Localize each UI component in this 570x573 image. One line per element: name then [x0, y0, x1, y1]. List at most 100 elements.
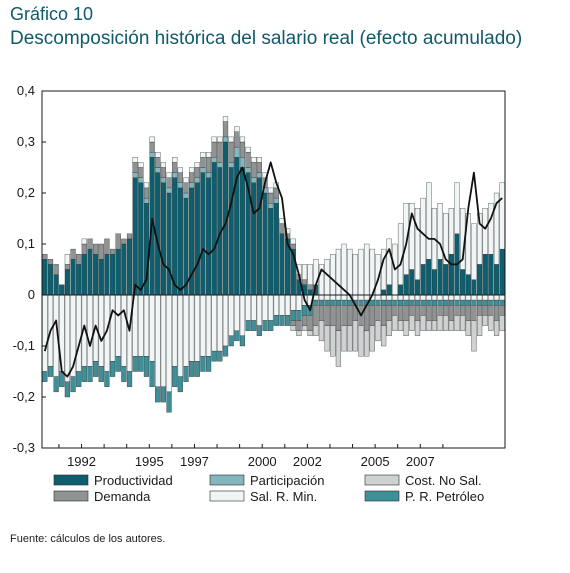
bar-pos-sal-r-min-81 — [499, 182, 505, 250]
bar-neg-demanda-71 — [443, 305, 449, 316]
bar-neg-sal-r-min-23 — [172, 294, 178, 367]
bar-neg-sal-r-min-20 — [155, 294, 161, 387]
bar-neg-p-r-petroleo-80 — [493, 299, 500, 306]
bar-neg-demanda-59 — [375, 305, 381, 321]
bar-neg-sal-r-min-17 — [138, 294, 144, 357]
bar-neg-cost-no-sal-59 — [375, 320, 381, 342]
bar-pos-demanda-30 — [211, 141, 217, 158]
y-tick-label-3: 0 — [28, 287, 35, 302]
bar-neg-sal-r-min-22 — [166, 294, 172, 393]
bar-pos-sal-r-min-79 — [488, 203, 494, 255]
bar-neg-p-r-petroleo-10 — [98, 366, 104, 382]
bar-pos-demanda-22 — [166, 177, 172, 189]
bar-neg-demanda-58 — [369, 305, 375, 326]
bar-neg-p-r-petroleo-9 — [93, 361, 99, 377]
bar-pos-demanda-12 — [109, 248, 116, 255]
bar-neg-p-r-petroleo-11 — [104, 371, 110, 387]
chart-title: Gráfico 10 — [10, 4, 94, 24]
bar-neg-cost-no-sal-46 — [301, 325, 308, 331]
bar-neg-p-r-petroleo-12 — [109, 361, 116, 377]
y-tick-label-4: 0,1 — [17, 236, 35, 251]
bar-neg-p-r-petroleo-0 — [42, 371, 48, 382]
bar-neg-demanda-78 — [482, 305, 488, 316]
bar-pos-demanda-9 — [93, 243, 99, 255]
bar-neg-sal-r-min-62 — [392, 294, 398, 301]
bar-pos-productividad-72 — [448, 254, 454, 296]
bar-neg-cost-no-sal-61 — [386, 320, 392, 336]
bar-neg-cost-no-sal-72 — [448, 320, 454, 331]
bar-pos-sal-r-min-70 — [437, 203, 443, 260]
bar-pos-productividad-65 — [409, 269, 415, 296]
y-tick-label-7: 0,4 — [17, 83, 35, 98]
bar-neg-sal-r-min-38 — [256, 294, 262, 326]
bar-neg-demanda-60 — [381, 305, 387, 326]
bar-pos-sal-r-min-33 — [228, 136, 234, 143]
bar-pos-sal-r-min-24 — [177, 167, 183, 173]
bar-pos-productividad-28 — [200, 172, 206, 296]
bar-pos-productividad-75 — [465, 274, 471, 296]
bar-pos-participacion-17 — [138, 177, 144, 183]
bar-neg-sal-r-min-41 — [273, 294, 279, 316]
axes-layer: -0,3 -0,2 -0,1 0 0,1 0,2 0,3 0,4 1992 1995 1997 200… — [13, 83, 506, 469]
bar-neg-p-r-petroleo-35 — [239, 335, 246, 347]
bar-pos-productividad-12 — [109, 254, 116, 296]
bar-neg-cost-no-sal-65 — [409, 315, 415, 331]
bar-pos-productividad-60 — [381, 289, 387, 296]
bar-pos-productividad-8 — [87, 248, 93, 296]
bar-pos-participacion-31 — [217, 162, 223, 168]
plot-frame — [41, 90, 506, 449]
bar-pos-participacion-24 — [177, 182, 183, 189]
bar-pos-participacion-40 — [268, 203, 274, 209]
bar-neg-demanda-44 — [290, 320, 296, 326]
legend-label-demanda: Demanda — [94, 489, 151, 504]
bar-neg-cost-no-sal-44 — [290, 325, 296, 331]
legend-swatch-productividad — [53, 474, 89, 486]
bar-neg-p-r-petroleo-51 — [330, 299, 336, 306]
bar-pos-sal-r-min-64 — [403, 203, 409, 275]
bar-pos-sal-r-min-22 — [166, 172, 172, 178]
bar-neg-sal-r-min-57 — [364, 294, 370, 301]
bar-pos-sal-r-min-73 — [454, 182, 460, 234]
bar-neg-demanda-77 — [476, 305, 483, 316]
bar-pos-productividad-77 — [476, 264, 483, 296]
bar-pos-participacion-25 — [183, 192, 189, 199]
bar-neg-p-r-petroleo-41 — [273, 315, 279, 326]
bar-pos-sal-r-min-19 — [149, 136, 155, 143]
bar-neg-cost-no-sal-47 — [307, 330, 313, 336]
bar-neg-sal-r-min-28 — [200, 294, 206, 357]
bar-neg-cost-no-sal-60 — [381, 325, 387, 347]
bar-pos-participacion-28 — [200, 167, 206, 173]
bar-neg-p-r-petroleo-69 — [431, 299, 438, 306]
bar-pos-demanda-35 — [239, 141, 246, 158]
bar-neg-p-r-petroleo-39 — [262, 320, 268, 331]
bar-pos-productividad-11 — [104, 254, 110, 296]
bar-neg-demanda-75 — [465, 305, 471, 321]
bar-pos-productividad-16 — [132, 177, 138, 296]
bar-pos-sal-r-min-38 — [256, 157, 262, 163]
bar-pos-productividad-33 — [228, 167, 234, 296]
bar-pos-demanda-34 — [234, 131, 240, 148]
bar-pos-sal-r-min-71 — [443, 213, 449, 265]
bar-pos-demanda-11 — [104, 238, 110, 255]
source-note: Fuente: cálculos de los autores. — [10, 533, 166, 545]
bar-neg-cost-no-sal-58 — [369, 325, 375, 352]
bar-pos-participacion-30 — [211, 157, 217, 163]
bar-pos-sal-r-min-63 — [397, 223, 404, 285]
bar-neg-sal-r-min-32 — [222, 294, 229, 347]
bar-neg-cost-no-sal-63 — [397, 320, 404, 331]
bar-neg-sal-r-min-45 — [296, 294, 302, 311]
legend: Productividad Participación Cost. No Sal. D… — [53, 473, 484, 504]
bar-neg-sal-r-min-27 — [194, 294, 200, 362]
bar-neg-sal-r-min-29 — [205, 294, 212, 357]
bar-neg-sal-r-min-13 — [115, 294, 121, 357]
x-tick-label-6: 2007 — [406, 454, 435, 469]
bar-neg-p-r-petroleo-27 — [194, 361, 200, 377]
bar-neg-sal-r-min-77 — [476, 294, 483, 301]
bar-neg-demanda-70 — [437, 305, 443, 316]
bar-neg-sal-r-min-8 — [87, 294, 93, 367]
bar-neg-p-r-petroleo-44 — [290, 310, 296, 321]
bar-neg-demanda-69 — [431, 305, 438, 321]
bar-pos-productividad-21 — [160, 182, 166, 296]
bar-neg-demanda-52 — [335, 305, 342, 331]
bar-pos-sal-r-min-46 — [301, 264, 308, 280]
